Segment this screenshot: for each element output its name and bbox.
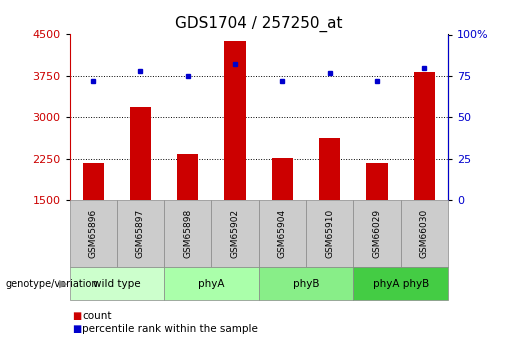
Bar	[272, 158, 293, 200]
Text: GSM65904: GSM65904	[278, 209, 287, 258]
Text: GSM65898: GSM65898	[183, 209, 192, 258]
Bar	[82, 162, 104, 200]
Text: GSM66030: GSM66030	[420, 209, 429, 258]
Bar	[130, 107, 151, 200]
Title: GDS1704 / 257250_at: GDS1704 / 257250_at	[175, 16, 342, 32]
Bar	[225, 41, 246, 200]
Bar	[367, 162, 388, 200]
Bar	[319, 138, 340, 200]
Text: GSM65910: GSM65910	[325, 209, 334, 258]
Text: GSM66029: GSM66029	[372, 209, 382, 258]
Text: genotype/variation: genotype/variation	[5, 279, 98, 289]
Text: phyA: phyA	[198, 279, 225, 289]
Bar	[177, 154, 198, 200]
Text: percentile rank within the sample: percentile rank within the sample	[82, 325, 259, 334]
Text: GSM65902: GSM65902	[231, 209, 239, 258]
Text: wild type: wild type	[93, 279, 141, 289]
Text: ▶: ▶	[59, 279, 68, 289]
Text: phyA phyB: phyA phyB	[373, 279, 429, 289]
Text: GSM65896: GSM65896	[89, 209, 98, 258]
Bar	[414, 72, 435, 200]
Text: phyB: phyB	[293, 279, 319, 289]
Text: ■: ■	[72, 311, 81, 321]
Text: ■: ■	[72, 325, 81, 334]
Text: count: count	[82, 311, 112, 321]
Text: GSM65897: GSM65897	[136, 209, 145, 258]
